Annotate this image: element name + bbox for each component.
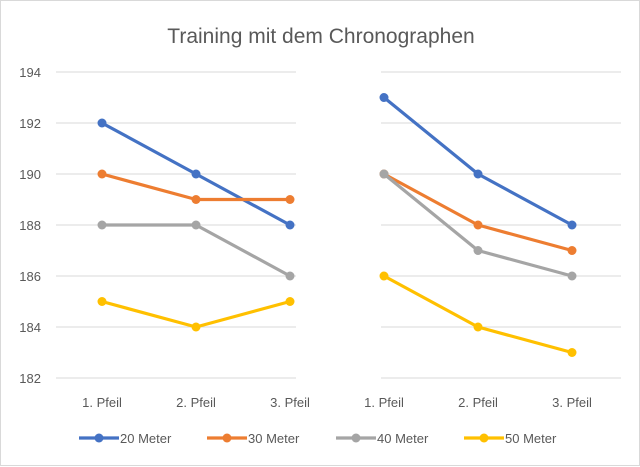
x-tick-label: 2. Pfeil [458,395,498,410]
data-point [97,118,107,128]
legend-item: 30 Meter [207,431,300,446]
legend-label: 20 Meter [120,431,172,446]
data-point [191,169,201,179]
legend-label: 50 Meter [505,431,557,446]
y-tick-label: 190 [19,167,41,182]
data-point [473,220,483,230]
y-tick-label: 184 [19,320,41,335]
legend-marker [479,433,489,443]
data-point [567,246,577,255]
data-point [567,271,577,281]
y-tick-label: 186 [19,269,41,284]
data-point [97,220,107,230]
series-line [383,274,573,355]
data-point [191,322,201,332]
data-point [285,195,295,204]
legend-marker [351,433,361,443]
y-tick-label: 192 [19,116,41,131]
legend-label: 30 Meter [248,431,300,446]
y-tick-label: 182 [19,371,41,386]
legend-label: 40 Meter [377,431,429,446]
data-point [379,271,389,281]
x-tick-label: 3. Pfeil [270,395,310,410]
legend-marker [222,433,232,443]
legend-marker [94,433,104,443]
legend-item: 20 Meter [79,431,172,446]
series-line [102,223,291,278]
series-line [382,96,573,227]
data-point [473,246,483,255]
legend-item: 40 Meter [336,431,429,446]
series-50-meter [97,271,577,357]
series-40-meter [97,169,577,281]
series-20-meter [97,93,577,230]
y-tick-label: 194 [19,65,41,80]
x-tick-label: 1. Pfeil [364,395,404,410]
x-tick-label: 2. Pfeil [176,395,216,410]
series-line [383,172,573,253]
data-point [97,169,107,179]
data-point [285,297,295,306]
data-point [191,195,201,204]
data-point [567,348,577,357]
data-point [473,169,483,179]
x-tick-label: 3. Pfeil [552,395,592,410]
data-point [379,93,389,102]
legend-item: 50 Meter [464,431,557,446]
y-tick-label: 188 [19,218,41,233]
data-point [97,297,107,306]
chart-title: Training mit dem Chronographen [167,25,474,48]
data-point [379,169,389,179]
x-tick-label: 1. Pfeil [82,395,122,410]
series-30-meter [97,169,577,255]
data-point [473,322,483,332]
data-point [191,220,201,230]
data-point [567,220,577,230]
data-point [285,220,295,230]
data-point [285,271,295,281]
